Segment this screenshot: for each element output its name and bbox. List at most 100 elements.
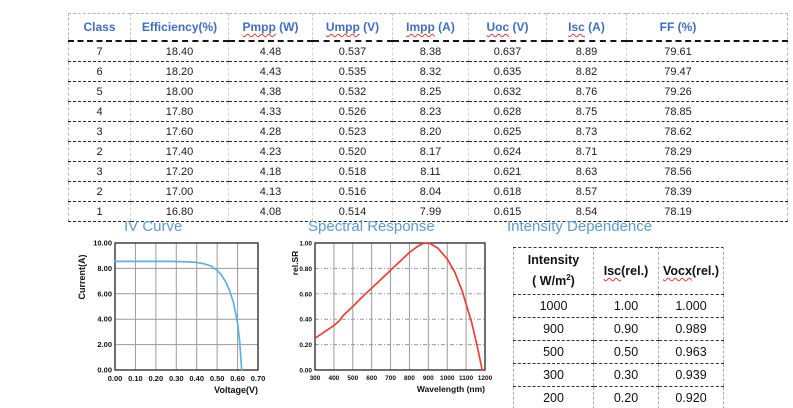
x-tick-label: 900 [423,375,434,382]
misspelling-underline: Isc [568,20,585,34]
cell: 17.80 [130,101,229,122]
cell: 16.80 [130,201,229,222]
x-tick-label: 0.40 [189,374,204,383]
cell: 8.32 [392,61,469,82]
y-tick-label: 0.40 [299,317,312,324]
cell: 200 [513,386,594,408]
cell: 8.76 [546,81,627,102]
plot-border [114,242,259,371]
cell: 2 [68,141,131,162]
cell: 0.635 [468,61,547,82]
cell: 78.29 [626,141,788,162]
cell: 79.61 [626,41,788,62]
cell: 0.939 [658,363,724,387]
cell: 4.13 [228,181,313,202]
x-tick-label: 700 [385,375,396,382]
cell: 17.60 [130,121,229,142]
cell: 0.535 [312,61,393,82]
column-header: Impp (A) [392,13,469,42]
superscript: 2 [566,272,571,282]
column-header: Isc (A) [546,13,627,42]
plot-border [314,242,486,371]
cell: 0.628 [468,101,547,122]
cell: 0.523 [312,121,393,142]
cell: 79.26 [626,81,788,102]
cell: 0.625 [468,121,547,142]
cell: 8.20 [392,121,469,142]
cell: 0.90 [593,317,659,341]
cell: 1 [68,201,131,222]
table-row: 1 16.80 4.08 0.514 7.99 0.615 8.54 78.19 [68,201,788,222]
y-tick-label: 0.60 [299,291,312,298]
cell: 78.19 [626,201,788,222]
intensity-header-line1: Intensity [527,252,580,267]
table-row: 1000 1.00 1.000 [513,294,724,318]
cell: 3 [68,161,131,182]
cell: 500 [513,340,594,364]
cell: 8.75 [546,101,627,122]
cell: 17.20 [130,161,229,182]
x-tick-label: 0.70 [251,374,266,383]
cell: 8.71 [546,141,627,162]
column-header: FF (%) [626,13,788,42]
intensity-table-body: 1000 1.00 1.000 900 0.90 0.989 500 0.50 0.963 300… [513,294,724,408]
cell: 0.537 [312,41,393,62]
table-row: 4 17.80 4.33 0.526 8.23 0.628 8.75 78.85 [68,101,788,122]
intensity-table-header: Intensity ( W/m2) Isc(rel.) Vocx(rel.) [513,247,724,295]
x-tick-label: 300 [310,375,321,382]
intensity-header-row: Intensity ( W/m2) Isc(rel.) Vocx(rel.) [513,247,724,295]
y-tick-label: 6.00 [97,289,112,298]
cell: 0.532 [312,81,393,102]
cell: 0.637 [468,41,547,62]
y-tick-label: 0.00 [299,368,312,375]
cell: 4.18 [228,161,313,182]
cell: 0.920 [658,386,724,408]
y-tick-label: 4.00 [97,315,112,324]
cell: 4.48 [228,41,313,62]
x-tick-label: 400 [328,375,339,382]
cell: 0.516 [312,181,393,202]
spectral-response-section-title: Spectral Response [308,218,435,235]
cell: 78.62 [626,121,788,142]
cell: 78.85 [626,101,788,122]
main-table-header: Class Efficiency(%) Pmpp (W) Umpp (V) Impp (… [68,13,788,42]
table-row: 500 0.50 0.963 [513,340,724,364]
cell: 0.621 [468,161,547,182]
cell: 8.17 [392,141,469,162]
x-tick-label: 0.20 [149,374,164,383]
cell: 4.28 [228,121,313,142]
x-tick-label: 1100 [459,375,473,382]
cell: 0.526 [312,101,393,122]
x-tick-label: 800 [404,375,415,382]
cell: 8.82 [546,61,627,82]
cell: 3 [68,121,131,142]
cell: 4.33 [228,101,313,122]
axis-tick-labels: 0.00 2.00 4.00 6.00 8.00 10.00 0.00 0.10 0.20 0.3… [93,239,265,383]
y-axis-title: rel.SR [291,251,300,276]
column-header: Uoc (V) [468,13,547,42]
cell: 2 [68,181,131,202]
iv-curve-section-title: IV Curve [124,218,183,235]
cell: 8.89 [546,41,627,62]
intensity-dependence-section-title: Intensity Dependence [507,218,653,235]
y-tick-label: 10.00 [93,239,112,248]
cell: 17.40 [130,141,229,162]
y-tick-label: 0.20 [299,342,312,349]
x-tick-label: 0.10 [128,374,143,383]
cell: 7 [68,41,131,62]
x-tick-label: 500 [347,375,358,382]
cell: 0.618 [468,181,547,202]
cell: 1.00 [593,294,659,318]
column-header: Pmpp (W) [228,13,313,42]
cell: 8.25 [392,81,469,102]
cell: 7.99 [392,201,469,222]
y-tick-label: 1.00 [299,241,312,248]
cell: 900 [513,317,594,341]
column-header: Vocx(rel.) [658,247,724,295]
cell: 8.54 [546,201,627,222]
y-tick-label: 0.80 [299,266,312,273]
main-table-body: 7 18.40 4.48 0.537 8.38 0.637 8.89 79.61 6 18.20 4… [68,41,788,222]
x-tick-label: 0.60 [230,374,245,383]
column-header: Isc(rel.) [593,247,659,295]
